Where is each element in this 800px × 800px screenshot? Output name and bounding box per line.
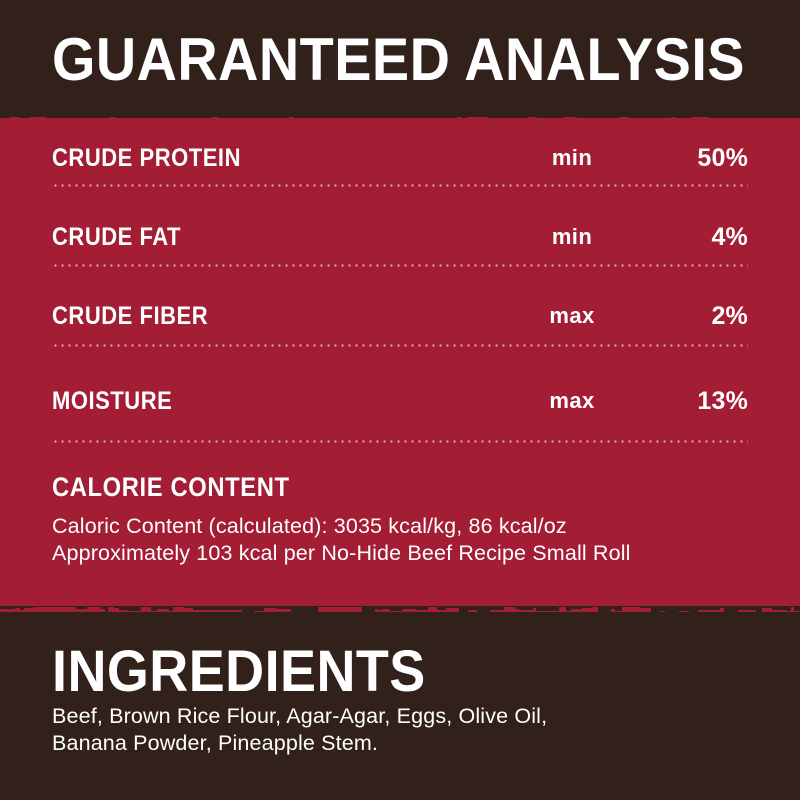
table-row: CRUDE PROTEIN min 50%: [52, 143, 748, 173]
calorie-line-1: Caloric Content (calculated): 3035 kcal/…: [52, 514, 567, 538]
nutrient-label: CRUDE PROTEIN: [52, 144, 241, 172]
ingredients-heading: INGREDIENTS: [52, 639, 426, 704]
nutrient-label: MOISTURE: [52, 387, 173, 415]
nutrient-label: CRUDE FAT: [52, 223, 182, 251]
table-row: MOISTURE max 13%: [52, 386, 748, 416]
nutrient-amount: 4%: [711, 223, 748, 251]
row-divider: [52, 440, 748, 443]
calorie-content-heading: CALORIE CONTENT: [52, 472, 290, 502]
table-row: CRUDE FIBER max 2%: [52, 301, 748, 331]
nutrient-qualifier: max: [549, 303, 595, 328]
guaranteed-analysis-panel: [0, 118, 800, 612]
nutrient-qualifier: min: [551, 224, 593, 249]
nutrient-amount: 50%: [697, 144, 748, 172]
nutrient-qualifier: min: [551, 145, 593, 170]
nutrient-amount: 2%: [711, 302, 748, 330]
nutrient-qualifier: max: [549, 388, 595, 413]
torn-edge-bottom: [0, 606, 800, 613]
torn-edge-top: [0, 116, 800, 123]
table-row: CRUDE FAT min 4%: [52, 222, 748, 252]
ingredients-text: Beef, Brown Rice Flour, Agar-Agar, Eggs,…: [52, 703, 772, 757]
guaranteed-analysis-heading: GUARANTEED ANALYSIS: [52, 26, 745, 93]
row-divider: [52, 264, 748, 267]
row-divider: [52, 184, 748, 187]
ingredients-line-2: Banana Powder, Pineapple Stem.: [52, 731, 379, 755]
calorie-content-text: Caloric Content (calculated): 3035 kcal/…: [52, 513, 762, 567]
nutrient-amount: 13%: [697, 387, 748, 415]
calorie-line-2: Approximately 103 kcal per No-Hide Beef …: [52, 541, 631, 565]
nutrient-label: CRUDE FIBER: [52, 302, 209, 330]
ingredients-line-1: Beef, Brown Rice Flour, Agar-Agar, Eggs,…: [52, 704, 548, 728]
row-divider: [52, 344, 748, 347]
